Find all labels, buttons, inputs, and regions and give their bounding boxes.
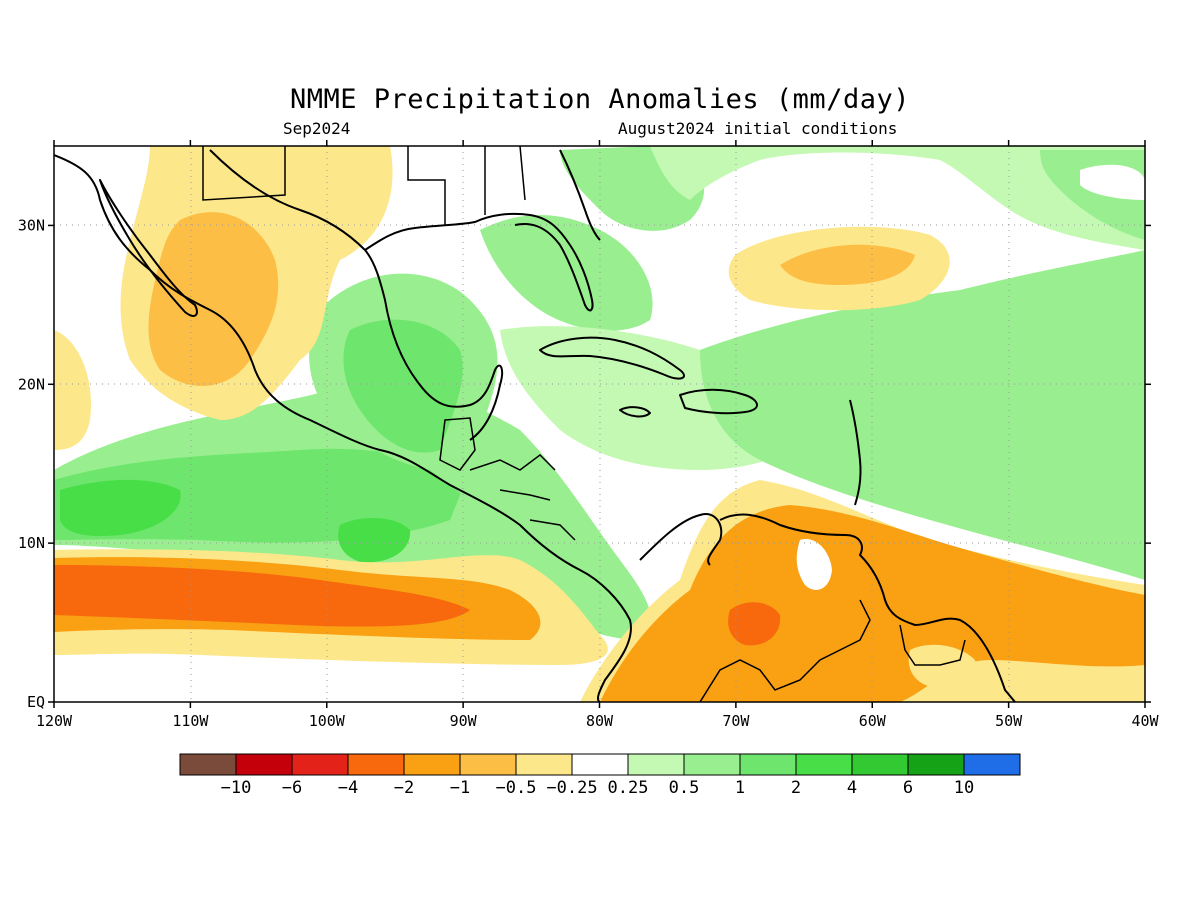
lon-tick-label: 100W <box>309 712 346 730</box>
colorbar-swatch <box>459 753 517 776</box>
colorbar-swatch <box>627 753 685 776</box>
map-title: NMME Precipitation Anomalies (mm/day) <box>290 84 910 115</box>
colorbar-swatch <box>515 753 573 776</box>
colorbar-swatch <box>347 753 405 776</box>
coastlines <box>54 149 1016 702</box>
colorbar-label: −6 <box>282 778 302 798</box>
lat-tick-label: EQ <box>27 693 45 711</box>
colorbar-swatch <box>739 753 797 776</box>
lon-tick-label: 60W <box>859 712 887 730</box>
lon-tick-label: 40W <box>1131 712 1159 730</box>
axis-ticks: 120W 110W 100W 90W 80W 70W 60W 50W 40W EQ 10N 20N 30… <box>18 140 1160 730</box>
colorbar-swatch <box>179 753 237 776</box>
colorbar-swatch <box>907 753 965 776</box>
colorbar-label: −0.5 <box>496 778 537 798</box>
lat-tick-label: 10N <box>18 534 45 552</box>
forecast-month: Sep2024 <box>283 119 351 138</box>
colorbar-label: −1 <box>450 778 470 798</box>
lon-tick-label: 90W <box>450 712 478 730</box>
colorbar-swatch <box>683 753 741 776</box>
colorbar-label: 0.5 <box>669 778 700 798</box>
colorbar-label: −2 <box>394 778 414 798</box>
colorbar: −10 −6 −4 −2 −1 −0.5 −0.25 0.25 0.5 1 2 4 6 10 <box>179 753 1021 798</box>
colorbar-swatch <box>235 753 293 776</box>
colorbar-swatch <box>571 753 629 776</box>
colorbar-label: −10 <box>221 778 252 798</box>
borders <box>202 146 966 702</box>
lon-tick-label: 70W <box>722 712 750 730</box>
colorbar-label: −4 <box>338 778 358 798</box>
colorbar-label: 10 <box>954 778 974 798</box>
colorbar-swatch <box>963 753 1021 776</box>
anomaly-field <box>54 146 1145 702</box>
lon-tick-label: 50W <box>995 712 1023 730</box>
colorbar-label: 2 <box>791 778 801 798</box>
colorbar-swatch <box>291 753 349 776</box>
lat-tick-label: 30N <box>18 216 45 234</box>
colorbar-label: 6 <box>903 778 913 798</box>
initial-conditions: August2024 initial conditions <box>618 119 898 138</box>
colorbar-label: 4 <box>847 778 857 798</box>
lon-tick-label: 120W <box>36 712 73 730</box>
colorbar-label: 1 <box>735 778 745 798</box>
colorbar-label: −0.25 <box>546 778 597 798</box>
lat-tick-label: 20N <box>18 375 45 393</box>
colorbar-swatch <box>403 753 461 776</box>
lon-tick-label: 110W <box>172 712 209 730</box>
lon-tick-label: 80W <box>586 712 614 730</box>
colorbar-label: 0.25 <box>608 778 649 798</box>
colorbar-swatch <box>795 753 853 776</box>
colorbar-swatch <box>851 753 909 776</box>
